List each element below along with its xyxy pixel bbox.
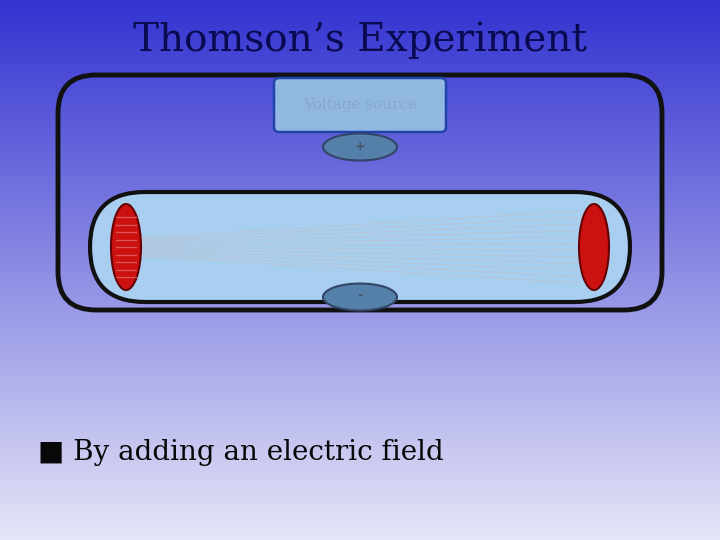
Ellipse shape [323, 133, 397, 160]
FancyBboxPatch shape [274, 78, 446, 132]
FancyBboxPatch shape [90, 192, 630, 302]
Text: ■ By adding an electric field: ■ By adding an electric field [38, 438, 444, 465]
Text: Thomson’s Experiment: Thomson’s Experiment [133, 21, 587, 59]
Ellipse shape [579, 204, 609, 290]
Ellipse shape [111, 204, 141, 290]
Text: -: - [357, 289, 363, 302]
Text: Voltage source: Voltage source [303, 98, 417, 112]
Ellipse shape [323, 284, 397, 310]
Text: +: + [355, 139, 365, 152]
